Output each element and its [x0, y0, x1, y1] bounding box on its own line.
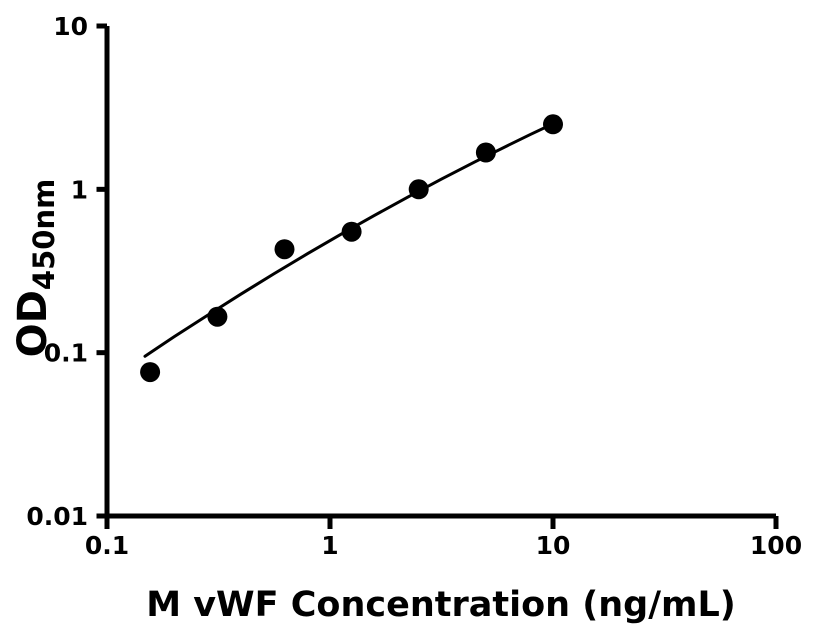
data-point: [543, 114, 563, 135]
y-axis-title-main: OD: [10, 290, 56, 357]
y-tick-label: 0.01: [26, 502, 88, 531]
data-point: [475, 142, 496, 163]
data-point: [140, 362, 161, 383]
data-point: [274, 239, 295, 260]
fit-curve: [143, 122, 555, 358]
x-tick-label: 100: [750, 531, 802, 560]
x-tick-label: 1: [321, 531, 338, 560]
y-axis-title: OD450nm: [10, 179, 61, 358]
data-point: [341, 221, 362, 242]
data-point: [408, 179, 429, 200]
x-axis-title: M vWF Concentration (ng/mL): [146, 585, 736, 625]
y-tick-label: 1: [71, 175, 88, 204]
y-tick-label: 0.1: [44, 339, 88, 368]
x-tick-label: 10: [536, 531, 571, 560]
y-axis-title-sub: 450nm: [27, 179, 61, 290]
x-tick-label: 0.1: [85, 531, 129, 560]
y-tick-label: 10: [53, 12, 88, 41]
data-point: [207, 306, 228, 327]
